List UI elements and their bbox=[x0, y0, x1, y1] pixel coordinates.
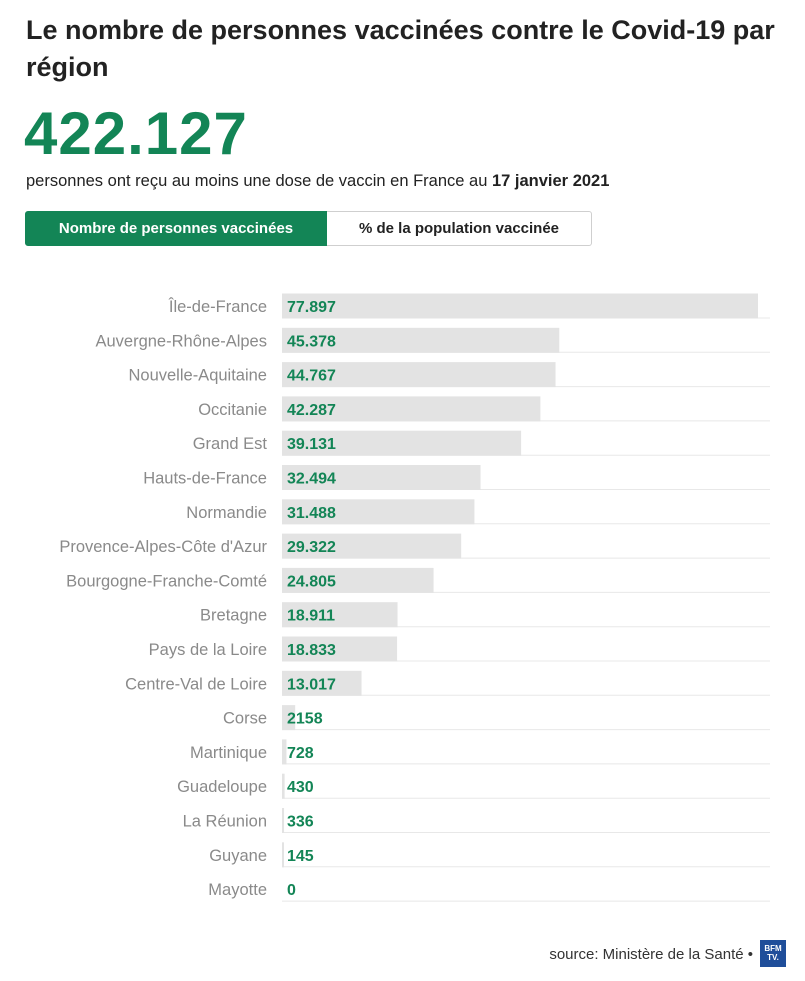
bar[interactable] bbox=[282, 705, 296, 731]
value-label: 42.287 bbox=[287, 402, 336, 419]
category-label: Grand Est bbox=[193, 435, 268, 453]
value-label: 145 bbox=[287, 848, 314, 865]
category-label: Île-de-France bbox=[168, 297, 267, 316]
bar[interactable] bbox=[282, 465, 481, 490]
category-label: Occitanie bbox=[198, 401, 267, 419]
category-label: Bourgogne-Franche-Comté bbox=[66, 572, 267, 590]
value-label: 31.488 bbox=[287, 505, 336, 522]
category-label: Mayotte bbox=[208, 881, 267, 899]
tab-number-vaccinated[interactable]: Nombre de personnes vaccinées bbox=[25, 211, 327, 246]
category-label: Provence-Alpes-Côte d'Azur bbox=[59, 538, 267, 556]
category-label: Hauts-de-France bbox=[143, 470, 267, 488]
category-label: Guadeloupe bbox=[177, 778, 267, 796]
total-vaccinated-number: 422.127 bbox=[24, 100, 248, 167]
bar-chart: Île-de-France 77.897 Auvergne-Rhône-Alpes 4… bbox=[59, 293, 770, 902]
value-label: 39.131 bbox=[287, 436, 336, 453]
category-label: Centre-Val de Loire bbox=[125, 675, 267, 693]
source-note: source: Ministère de la Santé • bbox=[549, 946, 753, 963]
bar[interactable] bbox=[282, 396, 541, 422]
bar[interactable] bbox=[282, 739, 287, 765]
category-label: Pays de la Loire bbox=[149, 641, 267, 659]
value-label: 44.767 bbox=[287, 368, 336, 385]
bar[interactable] bbox=[282, 499, 475, 525]
chart-title: Le nombre de personnes vaccinées contre … bbox=[26, 15, 775, 82]
bar[interactable] bbox=[282, 362, 556, 388]
value-label: 77.897 bbox=[287, 299, 336, 316]
bar[interactable] bbox=[282, 773, 285, 799]
value-label: 18.833 bbox=[287, 642, 336, 659]
bar[interactable] bbox=[282, 327, 560, 353]
value-label: 13.017 bbox=[287, 676, 336, 693]
category-label: Auvergne-Rhône-Alpes bbox=[95, 332, 267, 350]
bar[interactable] bbox=[282, 636, 398, 662]
bar[interactable] bbox=[282, 567, 434, 593]
value-label: 18.911 bbox=[287, 608, 335, 625]
category-label: Normandie bbox=[186, 504, 267, 522]
value-label: 45.378 bbox=[287, 333, 336, 350]
value-label: 32.494 bbox=[287, 471, 336, 488]
bar[interactable] bbox=[282, 602, 398, 628]
bar[interactable] bbox=[282, 670, 362, 696]
value-label: 430 bbox=[287, 779, 314, 796]
value-label: 728 bbox=[287, 745, 314, 762]
value-label: 29.322 bbox=[287, 539, 336, 556]
category-label: Guyane bbox=[209, 847, 267, 865]
bar[interactable] bbox=[282, 808, 285, 833]
bfmtv-logo: BFM TV. bbox=[760, 940, 786, 967]
subtitle-date: 17 janvier 2021 bbox=[491, 172, 610, 190]
bar[interactable] bbox=[282, 430, 522, 456]
value-label: 24.805 bbox=[287, 573, 336, 590]
subtitle: personnes ont reçu au moins une dose de … bbox=[26, 170, 609, 192]
metric-toggle: Nombre de personnes vaccinées % de la po… bbox=[25, 211, 592, 246]
category-label: La Réunion bbox=[183, 813, 267, 831]
category-label: Nouvelle-Aquitaine bbox=[128, 367, 267, 385]
category-label: Martinique bbox=[190, 744, 267, 762]
tab-percent-population[interactable]: % de la population vaccinée bbox=[327, 211, 592, 246]
category-label: Corse bbox=[223, 710, 267, 728]
bar[interactable] bbox=[282, 293, 758, 319]
value-label: 336 bbox=[287, 814, 314, 831]
bar[interactable] bbox=[282, 533, 462, 559]
value-label: 2158 bbox=[287, 711, 323, 728]
subtitle-text: personnes ont reçu au moins une dose de … bbox=[26, 172, 488, 190]
category-label: Bretagne bbox=[200, 607, 267, 625]
bar[interactable] bbox=[282, 842, 284, 868]
value-label: 0 bbox=[287, 882, 296, 899]
